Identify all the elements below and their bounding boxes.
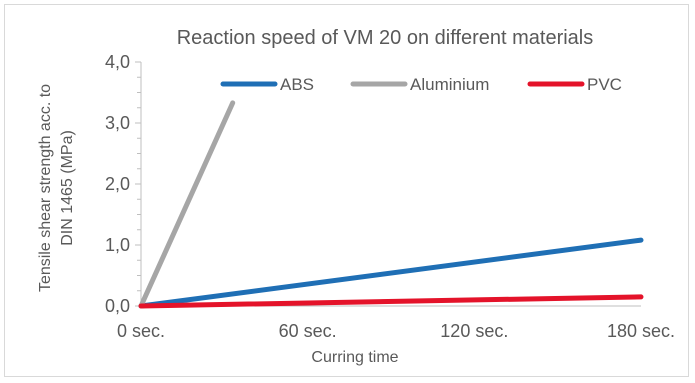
legend-label-aluminium: Aluminium (410, 75, 489, 94)
legend-label-abs: ABS (280, 75, 314, 94)
y-tick-label: 1,0 (105, 235, 130, 255)
x-axis-label: Curring time (311, 349, 398, 366)
series-line-aluminium (138, 100, 236, 309)
y-ticks: 0,0 1,0 2,0 3,0 4,0 (105, 52, 130, 316)
legend-label-pvc: PVC (587, 75, 622, 94)
series-lines (138, 100, 644, 309)
y-tick-label: 3,0 (105, 113, 130, 133)
series-line-pvc (138, 294, 644, 309)
y-axis-label-line-2: DIN 1465 (MPa) (59, 130, 76, 246)
x-tick-label: 0 sec. (117, 321, 165, 341)
y-tick-label: 2,0 (105, 174, 130, 194)
y-axis-label: Tensile shear strength acc. to DIN 1465 … (37, 84, 76, 292)
x-tick-label: 120 sec. (440, 321, 508, 341)
y-axis-label-line-1: Tensile shear strength acc. to (37, 84, 54, 292)
y-tick-label: 0,0 (105, 296, 130, 316)
chart-frame (4, 4, 689, 377)
series-line-abs (138, 237, 644, 309)
y-tick-label: 4,0 (105, 52, 130, 72)
x-tick-label: 180 sec. (607, 321, 675, 341)
chart-title: Reaction speed of VM 20 on different mat… (177, 27, 594, 49)
axes (135, 61, 641, 307)
x-tick-label: 60 sec. (279, 321, 337, 341)
x-ticks: 0 sec. 60 sec. 120 sec. 180 sec. (117, 321, 675, 341)
legend: ABS Aluminium PVC (220, 75, 622, 94)
